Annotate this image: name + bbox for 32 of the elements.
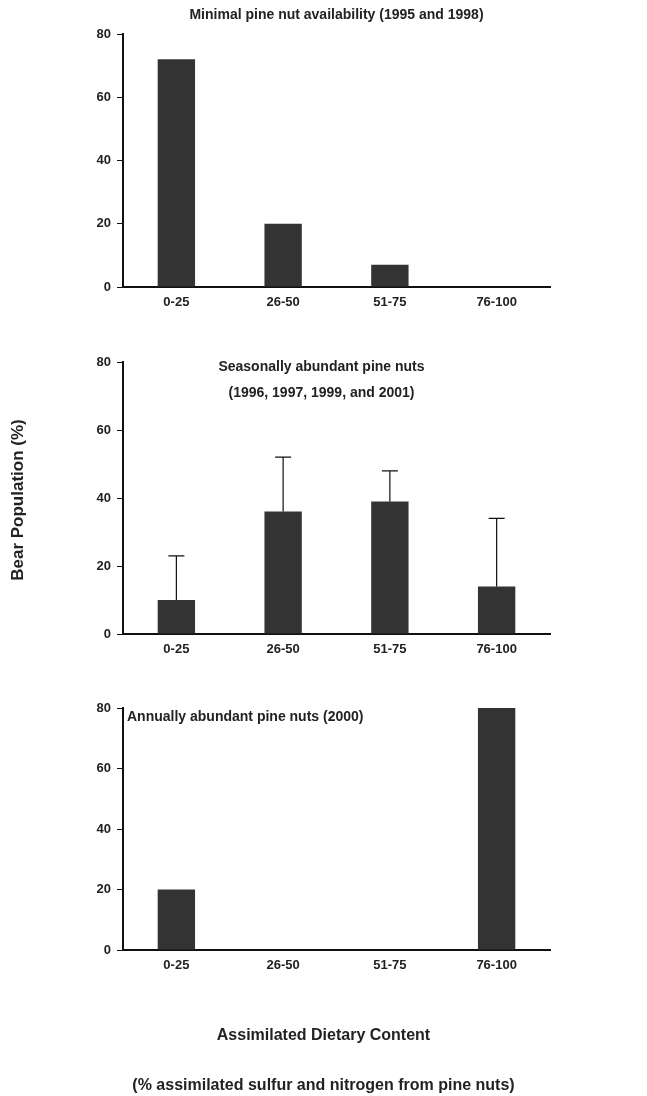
- y-tick-label: 0: [103, 625, 111, 641]
- x-tick-label: 26-50: [266, 641, 300, 657]
- y-tick-label: 80: [96, 25, 111, 41]
- y-tick-label: 20: [96, 215, 111, 231]
- y-tick-label: 80: [96, 353, 111, 369]
- text: Seasonally abundant pine nuts (1996, 1997, 1999, and 2001): [218, 357, 425, 400]
- y-tick-label: 60: [96, 760, 111, 776]
- y-tick-label: 20: [96, 881, 111, 897]
- y-tick-label: 0: [103, 278, 111, 294]
- x-tick-label: 0-25: [163, 957, 190, 973]
- x-tick-label: 51-75: [373, 641, 407, 657]
- y-tick-label: 60: [96, 88, 111, 104]
- y-tick-label: 40: [96, 820, 111, 836]
- y-tick-label: 80: [96, 699, 111, 715]
- x-tick-label: 76-100: [476, 957, 517, 973]
- x-tick-label: 76-100: [476, 641, 517, 657]
- x-tick-label: 26-50: [266, 957, 300, 973]
- x-tick-label: 0-25: [163, 641, 190, 657]
- y-tick-label: 40: [96, 489, 111, 505]
- chart-title: Minimal pine nut availability (1995 and 1998): [189, 5, 484, 22]
- chart-title: Annually abundant pine nuts (2000): [127, 707, 364, 724]
- y-tick-label: 40: [96, 152, 111, 168]
- y-tick-label: 20: [96, 557, 111, 573]
- y-axis-title: Bear Population (%): [8, 419, 28, 581]
- x-tick-label: 51-75: [373, 957, 407, 973]
- x-tick-label: 76-100: [476, 294, 517, 310]
- text: Assimilated Dietary Content (% assimilated sulfur and nitrogen from pine nuts): [132, 1026, 515, 1093]
- x-tick-label: 51-75: [373, 294, 407, 310]
- y-tick-label: 60: [96, 421, 111, 437]
- x-tick-label: 0-25: [163, 294, 190, 310]
- y-tick-label: 0: [103, 941, 111, 957]
- x-tick-label: 26-50: [266, 294, 300, 310]
